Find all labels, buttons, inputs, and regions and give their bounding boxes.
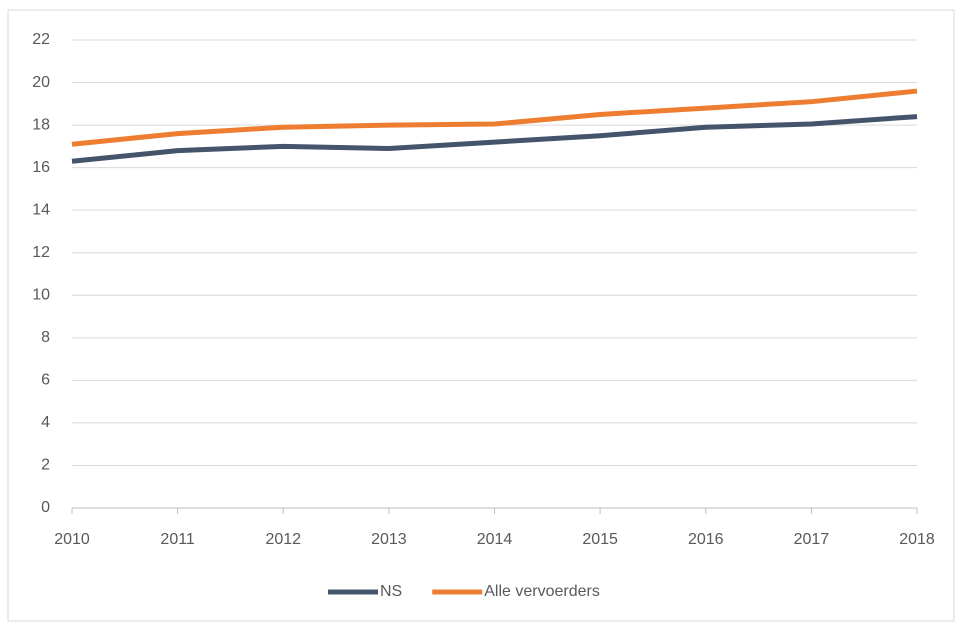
y-tick-label: 0 (41, 499, 50, 516)
y-tick-label: 4 (41, 414, 50, 431)
y-tick-label: 8 (41, 329, 50, 346)
x-tick-label: 2013 (371, 531, 407, 548)
series-line (71, 88, 918, 147)
legend-label: NS (380, 583, 402, 600)
x-tick-label: 2012 (265, 531, 301, 548)
y-tick-label: 2 (41, 457, 50, 474)
x-tick-label: 2018 (899, 531, 935, 548)
y-tick-label: 14 (32, 201, 50, 218)
legend-label: Alle vervoerders (484, 583, 600, 600)
x-tick-label: 2017 (794, 531, 830, 548)
y-tick-label: 20 (32, 74, 50, 91)
x-tick-label: 2014 (477, 531, 513, 548)
series-line (71, 114, 918, 164)
y-tick-label: 16 (32, 159, 50, 176)
y-tick-label: 10 (32, 286, 50, 303)
chart-border (7, 9, 955, 622)
y-tick-label: 6 (41, 372, 50, 389)
y-tick-label: 22 (32, 31, 50, 48)
x-tick-label: 2011 (160, 531, 195, 548)
x-tick-label: 2015 (582, 531, 618, 548)
x-tick-label: 2010 (54, 531, 90, 548)
y-tick-label: 18 (32, 116, 50, 133)
x-tick-label: 2016 (688, 531, 724, 548)
y-tick-label: 12 (32, 244, 50, 261)
